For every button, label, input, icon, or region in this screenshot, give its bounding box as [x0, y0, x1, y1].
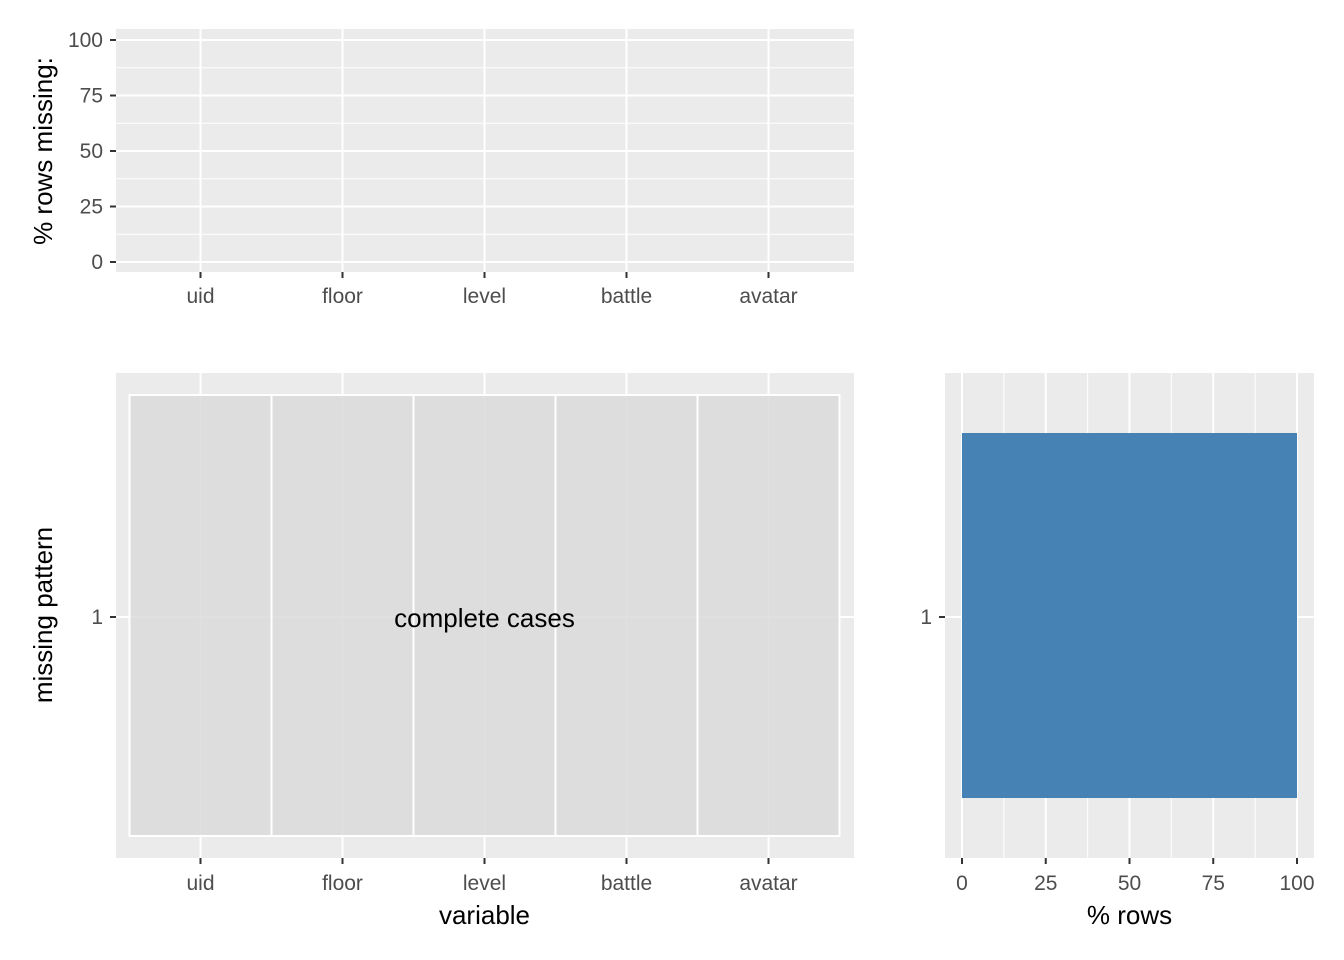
rows-bars: [962, 433, 1297, 798]
matrix-y-tick-label: 1: [91, 606, 103, 629]
matrix-x-tick-label: floor: [322, 872, 363, 895]
rows-x-axis-title: % rows: [1087, 900, 1172, 930]
matrix-tile-level: [412, 394, 557, 837]
top-x-tick-label: floor: [322, 285, 363, 308]
matrix-x-tick-label: level: [463, 872, 506, 895]
rows-x-tick-label: 50: [1118, 872, 1141, 895]
matrix-y-axis-title: missing pattern: [28, 527, 58, 703]
pattern-matrix-panel: complete cases 1 uid floor level battle avat…: [28, 373, 854, 930]
top-gridlines: [116, 29, 854, 272]
top-x-tick-label: uid: [186, 285, 214, 308]
rows-y-tick-label: 1: [920, 606, 932, 629]
rows-y-ticks: 1: [920, 606, 945, 629]
matrix-x-tick-label: avatar: [739, 872, 797, 895]
top-x-ticks: uid floor level battle avatar: [186, 272, 798, 308]
matrix-tiles: [128, 394, 841, 837]
missing-percent-panel: 0 25 50 75 100 uid floor level battle avatar % r…: [28, 29, 854, 308]
matrix-tile-battle: [554, 394, 699, 837]
rows-x-tick-label: 25: [1034, 872, 1057, 895]
top-y-tick-label: 100: [68, 29, 103, 52]
matrix-tile-floor: [270, 394, 415, 837]
rows-x-ticks: 0 25 50 75 100: [956, 858, 1315, 895]
rows-x-tick-label: 75: [1202, 872, 1225, 895]
top-y-ticks: 0 25 50 75 100: [68, 29, 116, 274]
matrix-y-ticks: 1: [91, 606, 116, 629]
matrix-x-ticks: uid floor level battle avatar: [186, 858, 798, 895]
top-y-tick-label: 75: [80, 85, 103, 108]
rows-x-tick-label: 100: [1279, 872, 1314, 895]
matrix-tile-avatar: [696, 394, 841, 837]
top-x-tick-label: battle: [601, 285, 652, 308]
matrix-tile-uid: [128, 394, 273, 837]
matrix-x-axis-title: variable: [439, 900, 530, 930]
top-y-axis-title: % rows missing:: [28, 57, 58, 245]
rows-bar-1: [962, 433, 1297, 798]
rows-percent-panel: 1 0 25 50 75 100 % rows: [920, 373, 1315, 930]
matrix-x-tick-label: battle: [601, 872, 652, 895]
top-x-tick-label: avatar: [739, 285, 797, 308]
top-y-tick-label: 50: [80, 140, 103, 163]
complete-cases-annotation: complete cases: [394, 603, 575, 633]
top-x-tick-label: level: [463, 285, 506, 308]
rows-x-tick-label: 0: [956, 872, 968, 895]
top-y-tick-label: 0: [91, 251, 103, 274]
matrix-x-tick-label: uid: [186, 872, 214, 895]
top-y-tick-label: 25: [80, 196, 103, 219]
